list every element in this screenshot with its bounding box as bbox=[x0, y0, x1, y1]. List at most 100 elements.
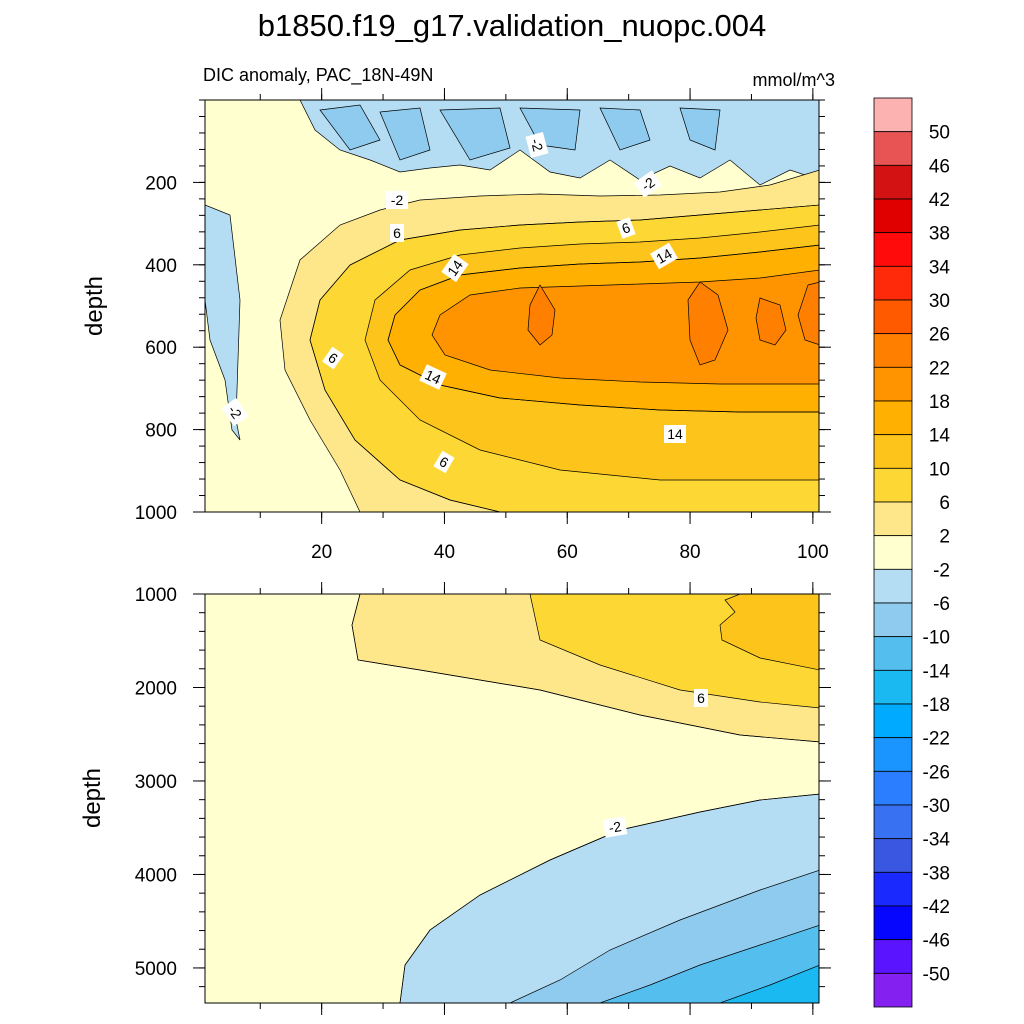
contour-label: -2 bbox=[221, 397, 249, 427]
colorbar-tick-label: 46 bbox=[929, 156, 950, 177]
contour-label-bg bbox=[322, 346, 344, 370]
y-tick-label: 4000 bbox=[135, 865, 177, 886]
colorbar-swatch bbox=[873, 232, 913, 267]
upper-fill-22-26-1 bbox=[527, 284, 556, 346]
colorbar-swatch bbox=[873, 871, 913, 907]
colorbar-swatch bbox=[873, 333, 913, 368]
contour-label: -2 bbox=[633, 170, 663, 198]
contour-label: 6 bbox=[433, 450, 455, 474]
colorbar-swatch bbox=[873, 939, 913, 974]
colorbar-swatch bbox=[873, 703, 913, 739]
lower-panel-contours bbox=[205, 594, 819, 1003]
colorbar-swatch bbox=[873, 669, 913, 705]
contour-label: 14 bbox=[441, 253, 469, 283]
contour-label-text: -2 bbox=[528, 137, 547, 153]
colorbar-swatch bbox=[873, 501, 913, 537]
lower-fill-m14-m18 bbox=[719, 965, 819, 1003]
contour-label-text: -2 bbox=[391, 192, 404, 208]
colorbar-tick-label: -10 bbox=[923, 628, 950, 649]
colorbar-swatch bbox=[873, 265, 913, 301]
upper-contour-1 bbox=[309, 204, 819, 512]
contour-label-text: 14 bbox=[423, 366, 444, 387]
colorbar-tick-label: -22 bbox=[923, 729, 950, 750]
contour-label-bg bbox=[633, 170, 663, 198]
colorbar-swatch bbox=[873, 770, 913, 806]
colorbar-tick-label: -50 bbox=[923, 964, 950, 985]
lower-ylabel: depth bbox=[79, 768, 106, 828]
contour-label-bg bbox=[649, 242, 679, 270]
contour-label-text: 14 bbox=[653, 245, 675, 267]
chart-title: b1850.f19_g17.validation_nuopc.004 bbox=[258, 8, 767, 43]
contour-label-text: 6 bbox=[697, 690, 705, 706]
contour-label-bg bbox=[664, 425, 686, 443]
colorbar-swatch bbox=[873, 804, 913, 840]
colorbar-tick-label: 26 bbox=[929, 325, 950, 346]
colorbar-tick-label: 2 bbox=[939, 527, 950, 548]
y-tick-label: 600 bbox=[145, 338, 177, 359]
colorbar-tick-label: 18 bbox=[929, 392, 950, 413]
colorbar-tick-label: 50 bbox=[929, 123, 950, 144]
x-tick-label: 20 bbox=[311, 542, 332, 563]
contour-label: -2 bbox=[525, 132, 549, 158]
contour-label: 14 bbox=[649, 242, 679, 270]
upper-fill-18-22 bbox=[431, 269, 819, 385]
colorbar-tick-label: 6 bbox=[939, 493, 950, 514]
contour-label: 6 bbox=[322, 346, 344, 370]
contour-label: -2 bbox=[386, 191, 408, 209]
colorbar-tick-label: -30 bbox=[923, 796, 950, 817]
contour-label: 6 bbox=[616, 217, 636, 239]
colorbar-swatch bbox=[873, 568, 913, 604]
x-tick-label: 40 bbox=[434, 542, 455, 563]
lower-fill-m10-m14 bbox=[599, 924, 819, 1003]
y-tick-label: 2000 bbox=[135, 678, 177, 699]
colorbar-swatch bbox=[873, 131, 913, 166]
contour-label: 6 bbox=[694, 689, 708, 707]
colorbar-swatch bbox=[873, 299, 913, 335]
colorbar-tick-label: 10 bbox=[929, 459, 950, 480]
contour-label: 14 bbox=[664, 425, 686, 443]
colorbar-tick-label: -18 bbox=[923, 695, 950, 716]
colorbar-swatch bbox=[873, 737, 913, 772]
contour-label-bg bbox=[602, 816, 628, 838]
contour-label-bg bbox=[386, 191, 408, 209]
colorbar-swatch bbox=[873, 366, 913, 402]
upper-fill-22-26-3 bbox=[755, 297, 787, 346]
y-tick-label: 1000 bbox=[135, 585, 177, 606]
colorbar-tick-label: -14 bbox=[923, 661, 951, 682]
contour-label-layer: -2 -2 -2 6 6 14 14 6 14 14 6 -2 6 -2 bbox=[221, 132, 708, 838]
colorbar-tick-label: -38 bbox=[923, 863, 950, 884]
colorbar-swatch bbox=[873, 972, 913, 1008]
contour-label-bg bbox=[441, 253, 469, 283]
colorbar-swatch bbox=[873, 400, 913, 436]
upper-plot-frame bbox=[204, 99, 820, 513]
x-tick-label: 80 bbox=[679, 542, 700, 563]
chart-subtitle-left: DIC anomaly, PAC_18N-49N bbox=[203, 65, 433, 86]
colorbar-tick-label: 42 bbox=[929, 190, 950, 211]
colorbar-swatch bbox=[873, 636, 913, 671]
contour-label-bg bbox=[525, 132, 549, 158]
contour-label-bg bbox=[221, 397, 249, 427]
upper-fill-blue-surface-dark bbox=[319, 104, 721, 161]
lower-plot-frame bbox=[204, 593, 820, 1004]
contour-label: -2 bbox=[602, 816, 628, 838]
lower-fill-10-14 bbox=[719, 594, 819, 671]
contour-label: 6 bbox=[390, 224, 404, 242]
colorbar-swatch bbox=[873, 905, 913, 941]
upper-fill-22-26-2 bbox=[687, 281, 729, 366]
colorbar-tick-label: 30 bbox=[929, 291, 950, 312]
axes-layer: 20 40 60 80 100 200 400 600 800 1000 1000 2000 3000 4… bbox=[135, 88, 831, 1015]
y-tick-label: 400 bbox=[145, 256, 177, 277]
y-tick-label: 800 bbox=[145, 421, 177, 442]
colorbar-swatch bbox=[873, 198, 913, 234]
colorbar-swatch bbox=[873, 434, 913, 469]
x-tick-label: 60 bbox=[557, 542, 578, 563]
contour-label-bg bbox=[419, 364, 447, 390]
colorbar-swatch bbox=[873, 838, 913, 873]
contour-label: 14 bbox=[419, 364, 447, 390]
lower-contour-1 bbox=[351, 594, 819, 743]
colorbar-swatch bbox=[873, 467, 913, 503]
y-tick-label: 1000 bbox=[135, 503, 177, 524]
colorbar-tick-label: -34 bbox=[923, 830, 951, 851]
colorbar-tick-label: 14 bbox=[929, 426, 951, 447]
